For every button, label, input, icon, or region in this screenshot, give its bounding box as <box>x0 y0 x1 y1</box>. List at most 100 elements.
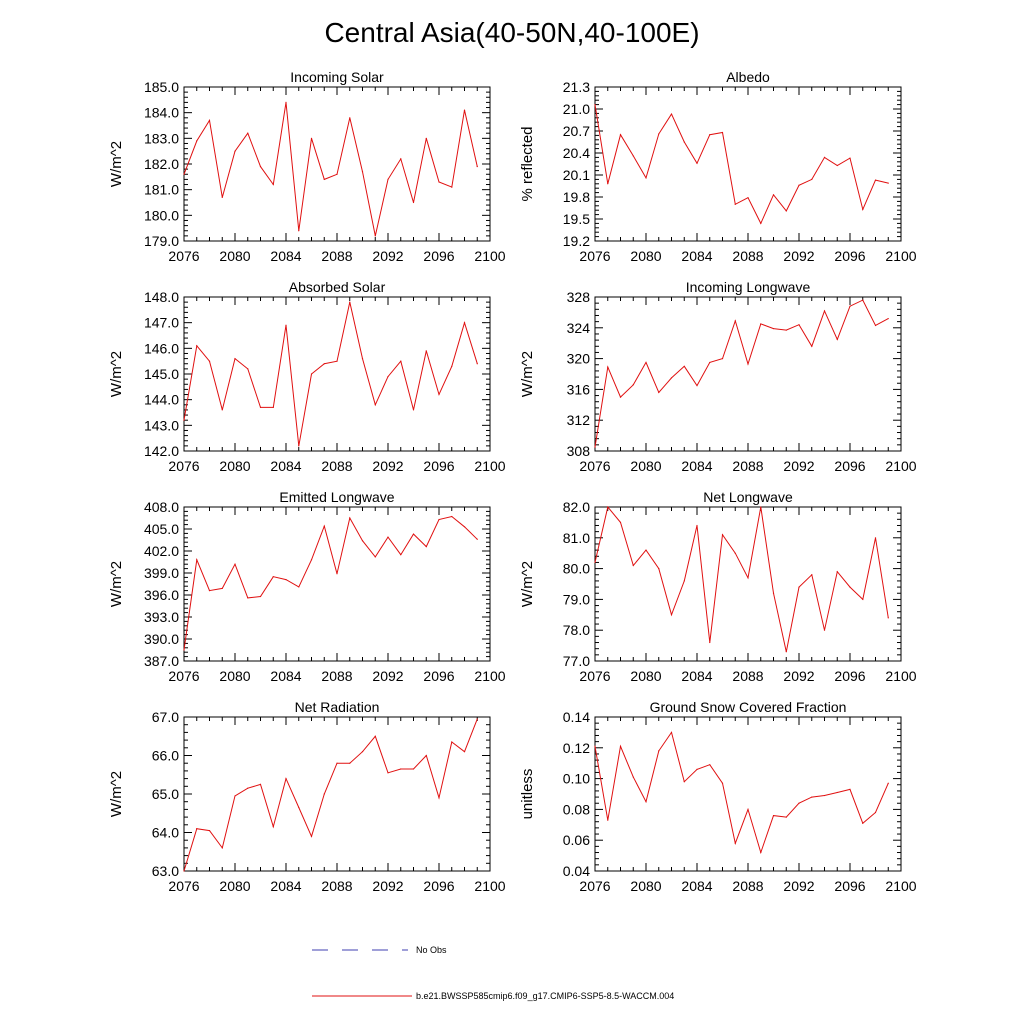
data-point <box>298 586 300 588</box>
data-point <box>310 373 313 375</box>
data-point <box>412 768 415 770</box>
plot-title: Emitted Longwave <box>279 489 394 505</box>
data-point <box>400 554 402 556</box>
y-tick-label: 316 <box>567 381 591 397</box>
data-point <box>670 731 673 734</box>
data-point <box>874 324 877 327</box>
data-point <box>747 577 749 579</box>
x-tick-label: 2092 <box>372 668 403 684</box>
y-tick-label: 181.0 <box>144 182 179 198</box>
y-axis-label: W/m^2 <box>108 351 125 397</box>
data-point <box>632 384 634 386</box>
data-point <box>285 101 287 103</box>
data-point <box>798 586 800 588</box>
data-point <box>438 393 440 396</box>
y-tick-label: 312 <box>567 412 591 428</box>
data-point <box>310 835 313 837</box>
data-point <box>425 546 427 548</box>
data-point <box>272 826 274 828</box>
data-point <box>247 597 249 599</box>
data-point <box>670 113 673 115</box>
x-tick-label: 2096 <box>423 458 454 474</box>
data-point <box>721 534 724 536</box>
y-tick-label: 390.0 <box>144 631 179 647</box>
x-tick-label: 2092 <box>783 878 814 894</box>
data-point <box>310 559 313 561</box>
data-point <box>734 320 736 322</box>
data-point <box>696 524 698 527</box>
x-tick-label: 2076 <box>168 248 199 264</box>
x-tick-label: 2084 <box>681 878 712 894</box>
data-point <box>632 776 634 778</box>
y-tick-label: 77.0 <box>563 653 590 669</box>
data-point <box>785 651 787 653</box>
data-point <box>862 598 864 601</box>
x-tick-label: 2100 <box>474 668 505 684</box>
data-point <box>298 445 300 447</box>
y-tick-label: 405.0 <box>144 521 179 537</box>
data-point <box>658 133 660 135</box>
x-tick-label: 2100 <box>885 248 916 264</box>
data-point <box>887 782 889 784</box>
data-point <box>747 808 749 811</box>
data-point <box>721 358 724 360</box>
data-point <box>361 358 364 360</box>
x-tick-label: 2080 <box>219 668 250 684</box>
data-point <box>670 377 673 379</box>
data-point <box>619 134 622 136</box>
data-point <box>874 179 877 181</box>
data-point <box>374 735 376 737</box>
plot-title: Albedo <box>726 69 770 85</box>
data-point <box>196 345 198 347</box>
data-point <box>374 404 376 406</box>
plot-frame <box>183 506 491 662</box>
y-tick-label: 320 <box>567 351 591 367</box>
data-point <box>760 222 762 224</box>
y-tick-label: 396.0 <box>144 587 179 603</box>
data-point <box>874 811 877 814</box>
data-point <box>463 322 466 324</box>
y-tick-label: 408.0 <box>144 499 179 515</box>
data-point <box>645 177 647 179</box>
data-point <box>607 506 609 508</box>
y-tick-label: 402.0 <box>144 543 179 559</box>
data-point <box>387 772 389 774</box>
x-tick-label: 2096 <box>834 668 865 684</box>
y-tick-label: 65.0 <box>152 786 179 802</box>
data-point <box>285 324 287 326</box>
data-point <box>349 762 351 764</box>
data-point <box>196 828 198 830</box>
data-point <box>412 533 415 535</box>
panel-1: Albedo % reflected 2076 2080 2084 2088 2092 209… <box>519 69 917 264</box>
data-point <box>247 787 249 789</box>
x-tick-label: 2080 <box>219 458 250 474</box>
x-tick-label: 2100 <box>885 878 916 894</box>
data-point <box>862 208 864 211</box>
data-point <box>438 181 440 183</box>
data-point <box>463 751 466 753</box>
data-point <box>811 345 813 347</box>
x-tick-label: 2096 <box>834 878 865 894</box>
data-point <box>887 617 889 619</box>
data-point <box>476 165 478 168</box>
y-tick-label: 19.5 <box>563 211 590 227</box>
y-tick-label: 185.0 <box>144 79 179 95</box>
data-point <box>632 564 634 567</box>
data-point <box>734 842 736 844</box>
legend: No Obs b.e21.BWSSP585cmip6.f09_g17.CMIP6… <box>312 945 674 1001</box>
data-point <box>798 324 800 326</box>
x-tick-label: 2088 <box>321 878 352 894</box>
y-tick-label: 64.0 <box>152 825 179 841</box>
data-point <box>259 165 262 168</box>
plot-frame <box>594 716 902 872</box>
data-point <box>658 750 660 752</box>
y-tick-label: 399.0 <box>144 565 179 581</box>
x-tick-label: 2088 <box>732 458 763 474</box>
data-point <box>823 310 826 312</box>
data-point <box>323 793 325 795</box>
data-point <box>645 361 647 364</box>
y-tick-label: 20.1 <box>563 167 590 183</box>
data-point <box>234 358 236 360</box>
series-line <box>594 104 889 225</box>
data-point <box>721 782 724 784</box>
